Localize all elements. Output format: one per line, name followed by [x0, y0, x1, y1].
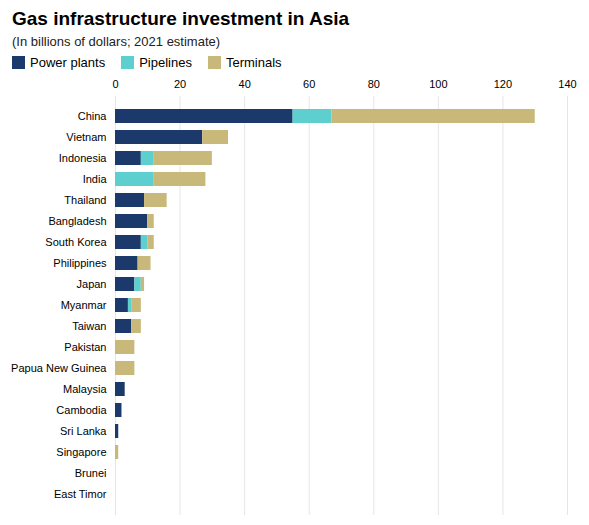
svg-text:60: 60 — [303, 78, 315, 90]
svg-text:Papua New Guinea: Papua New Guinea — [11, 362, 107, 374]
html-text:Power plants: Power plants — [30, 55, 106, 70]
svg-text:Cambodia: Cambodia — [56, 404, 107, 416]
svg-text:Bangladesh: Bangladesh — [48, 215, 106, 227]
svg-text:0: 0 — [112, 78, 118, 90]
svg-text:120: 120 — [494, 78, 512, 90]
html-text:Gas infrastructure investment: Gas infrastructure investment in Asia — [12, 8, 350, 29]
svg-text:East Timor: East Timor — [54, 488, 107, 500]
svg-text:Indonesia: Indonesia — [59, 152, 108, 164]
html-text:(In billions of dollars; 2021: (In billions of dollars; 2021 estimate) — [12, 34, 221, 49]
svg-text:Thailand: Thailand — [64, 194, 106, 206]
svg-text:Sri Lanka: Sri Lanka — [60, 425, 107, 437]
svg-text:Japan: Japan — [77, 278, 107, 290]
svg-text:Myanmar: Myanmar — [61, 299, 107, 311]
svg-text:40: 40 — [239, 78, 251, 90]
svg-text:India: India — [83, 173, 108, 185]
svg-text:Vietnam: Vietnam — [66, 131, 106, 143]
svg-text:Taiwan: Taiwan — [72, 320, 106, 332]
svg-text:Pakistan: Pakistan — [64, 341, 106, 353]
svg-text:Malaysia: Malaysia — [63, 383, 107, 395]
html-text:Pipelines: Pipelines — [139, 55, 192, 70]
svg-text:Philippines: Philippines — [53, 257, 107, 269]
svg-text:South Korea: South Korea — [45, 236, 107, 248]
svg-text:140: 140 — [558, 78, 576, 90]
svg-text:20: 20 — [174, 78, 186, 90]
html-text:Terminals: Terminals — [225, 55, 282, 70]
svg-text:Brunei: Brunei — [75, 467, 107, 479]
svg-text:100: 100 — [429, 78, 447, 90]
svg-text:China: China — [78, 110, 108, 122]
svg-text:80: 80 — [368, 78, 380, 90]
svg-text:Singapore: Singapore — [56, 446, 106, 458]
